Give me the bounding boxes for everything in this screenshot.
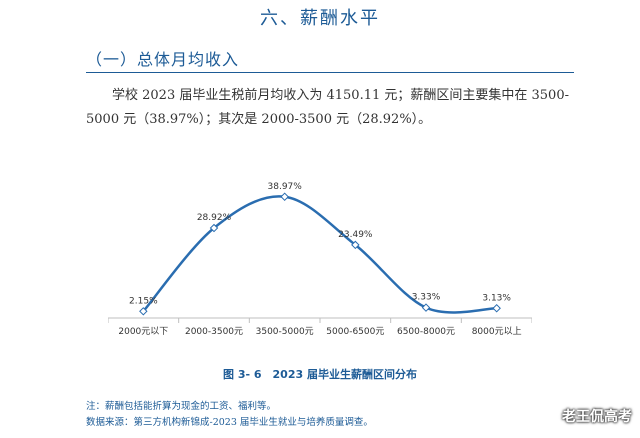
figure-caption: 图 3- 6 2023 届毕业生薪酬区间分布 xyxy=(223,368,417,381)
section-title: 六、薪酬水平 xyxy=(260,8,380,29)
x-tick-label: 3500-5000元 xyxy=(256,327,314,337)
summary-text: 学校 2023 届毕业生税前月均收入为 4150.11 元；薪酬区间主要集中在 … xyxy=(86,88,569,127)
data-point xyxy=(139,307,148,316)
data-label: 3.13% xyxy=(482,293,511,303)
x-tick-label: 2000-3500元 xyxy=(185,327,243,337)
data-point xyxy=(351,240,360,250)
note-text: 注：薪酬包括能折算为现金的工资、福利等。 xyxy=(86,401,277,412)
data-source-text: 数据来源：第三方机构新锦成-2023 届毕业生就业与培养质量调查。 xyxy=(86,417,373,428)
x-tick-label: 8000元以上 xyxy=(472,326,522,337)
data-point xyxy=(421,303,431,312)
data-label: 28.92% xyxy=(197,213,232,223)
x-tick-label: 2000元以下 xyxy=(118,327,168,337)
x-tick-label: 5000-6500元 xyxy=(326,327,384,337)
watermark: 老王侃高考 xyxy=(562,409,632,425)
subsection-title: （一）总体月均收入 xyxy=(86,50,240,69)
data-label: 3.33% xyxy=(412,293,441,303)
data-point xyxy=(209,223,219,233)
summary-paragraph: 学校 2023 届毕业生税前月均收入为 4150.11 元；薪酬区间主要集中在 … xyxy=(86,84,576,132)
data-point xyxy=(280,192,289,202)
salary-distribution-chart: 2.15% 28.92% 38.97% 23.49% 3.33% 3.13% 2000元以下… xyxy=(108,182,532,337)
data-label: 38.97% xyxy=(268,182,303,192)
data-point xyxy=(492,304,501,313)
data-label: 23.49% xyxy=(338,230,373,240)
x-tick-label: 6500-8000元 xyxy=(397,327,455,337)
data-label: 2.15% xyxy=(129,296,158,306)
title-divider xyxy=(86,72,574,73)
